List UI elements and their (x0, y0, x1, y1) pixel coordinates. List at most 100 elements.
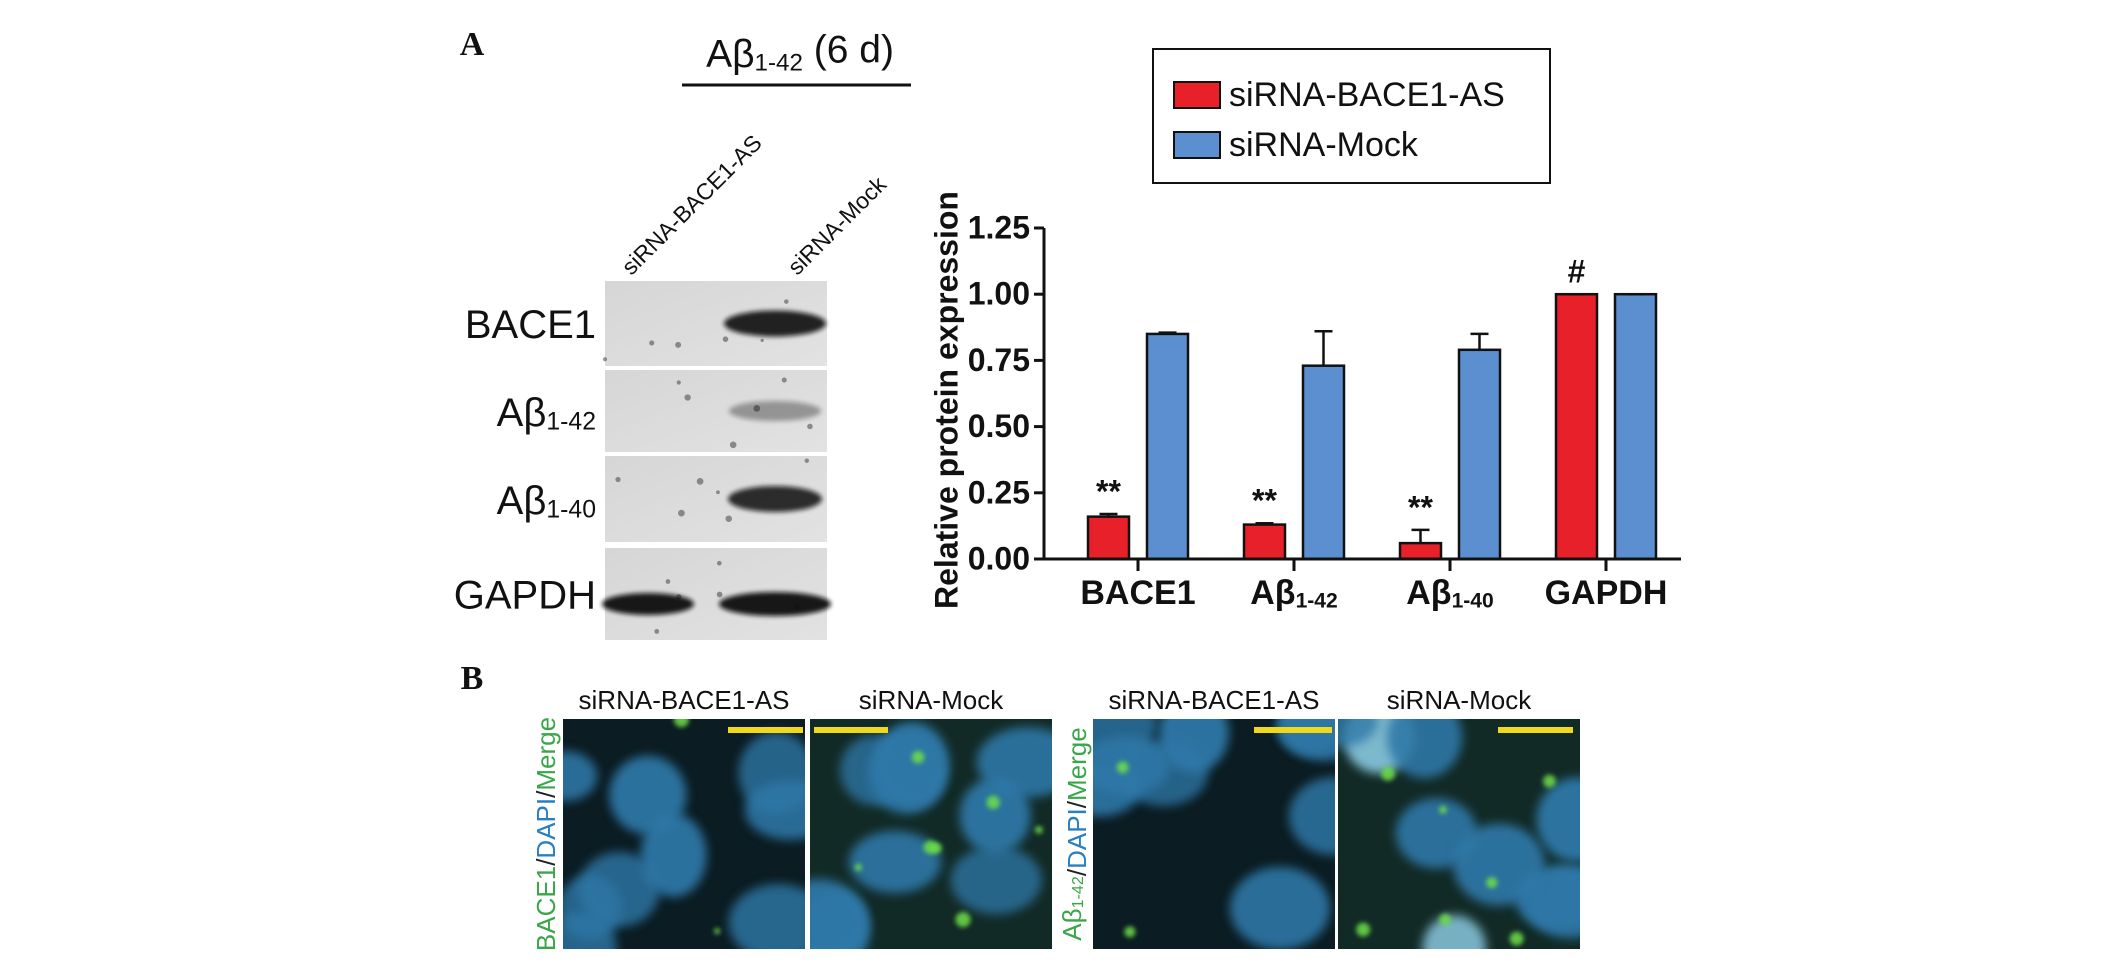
green-spot (673, 719, 689, 728)
blot-band (728, 486, 822, 512)
nucleus (728, 883, 805, 949)
x-tick-label: BACE1 (1080, 574, 1195, 612)
blot-speck (676, 380, 681, 385)
y-tick-label: 1.25 (968, 209, 1030, 245)
green-spot (1509, 931, 1524, 946)
bar (1145, 332, 1190, 561)
nucleus (810, 879, 868, 949)
micrograph (1338, 719, 1580, 949)
micrograph (563, 719, 805, 949)
bar-chart: Relative protein expression 0.00 0.25 0.50 0… (928, 48, 1681, 612)
nucleus (848, 830, 942, 893)
blot-speck (654, 628, 660, 634)
significance-label: # (1568, 254, 1586, 290)
stain-part: BACE1 (531, 866, 561, 951)
blot-band (602, 593, 694, 615)
stain-part: DAPI (1062, 808, 1092, 869)
blot-speck (784, 299, 789, 304)
green-spot (930, 842, 942, 854)
y-tick-label: 0.25 (968, 474, 1030, 510)
blot-speck (678, 509, 685, 517)
blot-speck (781, 377, 787, 383)
stain-part: / (531, 858, 561, 866)
y-tick-label: 0.75 (968, 342, 1030, 378)
blot-speck (722, 336, 729, 342)
blot-speck (716, 560, 722, 566)
nucleus (563, 751, 598, 802)
nucleus (578, 852, 660, 927)
blot-speck (684, 394, 691, 401)
bar (1613, 292, 1658, 561)
nucleus (1452, 823, 1545, 906)
nucleus (959, 777, 1031, 854)
green-spot (1543, 774, 1556, 788)
micrograph (810, 719, 1052, 949)
green-spot (1034, 825, 1043, 834)
image-column-label: siRNA-BACE1-AS (579, 685, 790, 715)
blot-speck (649, 340, 655, 346)
nucleus (1229, 866, 1331, 949)
green-spot (1124, 926, 1136, 938)
legend-swatch (1173, 131, 1221, 159)
bar (1554, 292, 1599, 561)
bar (1301, 364, 1346, 561)
nucleus (640, 813, 707, 897)
bar (1457, 348, 1502, 561)
blot-speck (804, 458, 810, 463)
panel-a: A Aβ1-42 (6 d) siRNA-BACE1-AS siRNA-Mock B… (454, 26, 911, 640)
green-spot (714, 927, 721, 935)
panel-label: B (461, 660, 484, 697)
lane-label: siRNA-BACE1-AS (616, 129, 766, 279)
legend-box (1152, 48, 1551, 184)
y-tick-label: 0.00 (968, 540, 1030, 576)
bar (1242, 523, 1287, 561)
blot-speck (615, 476, 621, 483)
blot-speck (696, 477, 704, 485)
blot-speck (602, 357, 608, 362)
panel-label: A (460, 26, 485, 63)
green-spot (986, 795, 1000, 810)
stain-label: BACE1/DAPI/Merge (531, 717, 561, 951)
blot-speck (760, 338, 764, 342)
nucleus (875, 721, 950, 808)
y-tick-label: 1.00 (968, 276, 1030, 312)
lane-label: siRNA-Mock (782, 171, 891, 280)
green-spot (1356, 922, 1371, 937)
stain-part: DAPI (531, 798, 561, 859)
stain-part: / (1062, 868, 1092, 876)
green-spot (1381, 766, 1396, 781)
x-tick-label: Aβ1-42 (1250, 574, 1338, 612)
blot-band (719, 592, 831, 616)
green-spot (1486, 876, 1498, 889)
significance-label: ** (1096, 473, 1121, 509)
y-axis-title: Relative protein expression (928, 191, 964, 609)
significance-label: ** (1408, 489, 1433, 525)
blot-speck (716, 591, 723, 598)
blot-row-label: Aβ1-40 (497, 479, 596, 523)
blot-speck (665, 579, 671, 584)
green-spot (1439, 913, 1452, 926)
legend-label: siRNA-BACE1-AS (1229, 76, 1505, 114)
green-spot (1116, 761, 1129, 774)
nucleus (1387, 719, 1463, 779)
significance-label: ** (1252, 483, 1277, 519)
legend-label: siRNA-Mock (1229, 126, 1419, 164)
green-spot (955, 912, 971, 928)
image-column-label: siRNA-BACE1-AS (1109, 685, 1320, 715)
blot-row-label: Aβ1-42 (497, 391, 596, 435)
blot-speck (725, 515, 732, 522)
treatment-label: Aβ1-42 (6 d) (706, 29, 894, 77)
nucleus (1288, 777, 1335, 856)
stain-part: Aβ1-42 (1057, 876, 1087, 941)
nucleus (1422, 915, 1486, 949)
stain-part: / (1062, 800, 1092, 808)
stain-label: Aβ1-42/DAPI/Merge (1057, 727, 1092, 940)
x-tick-label: GAPDH (1545, 574, 1668, 612)
stain-part: Merge (1062, 727, 1092, 801)
blot-speck (675, 341, 682, 348)
nucleus (950, 846, 1042, 915)
bar (1398, 541, 1443, 561)
micrograph (1093, 719, 1335, 949)
